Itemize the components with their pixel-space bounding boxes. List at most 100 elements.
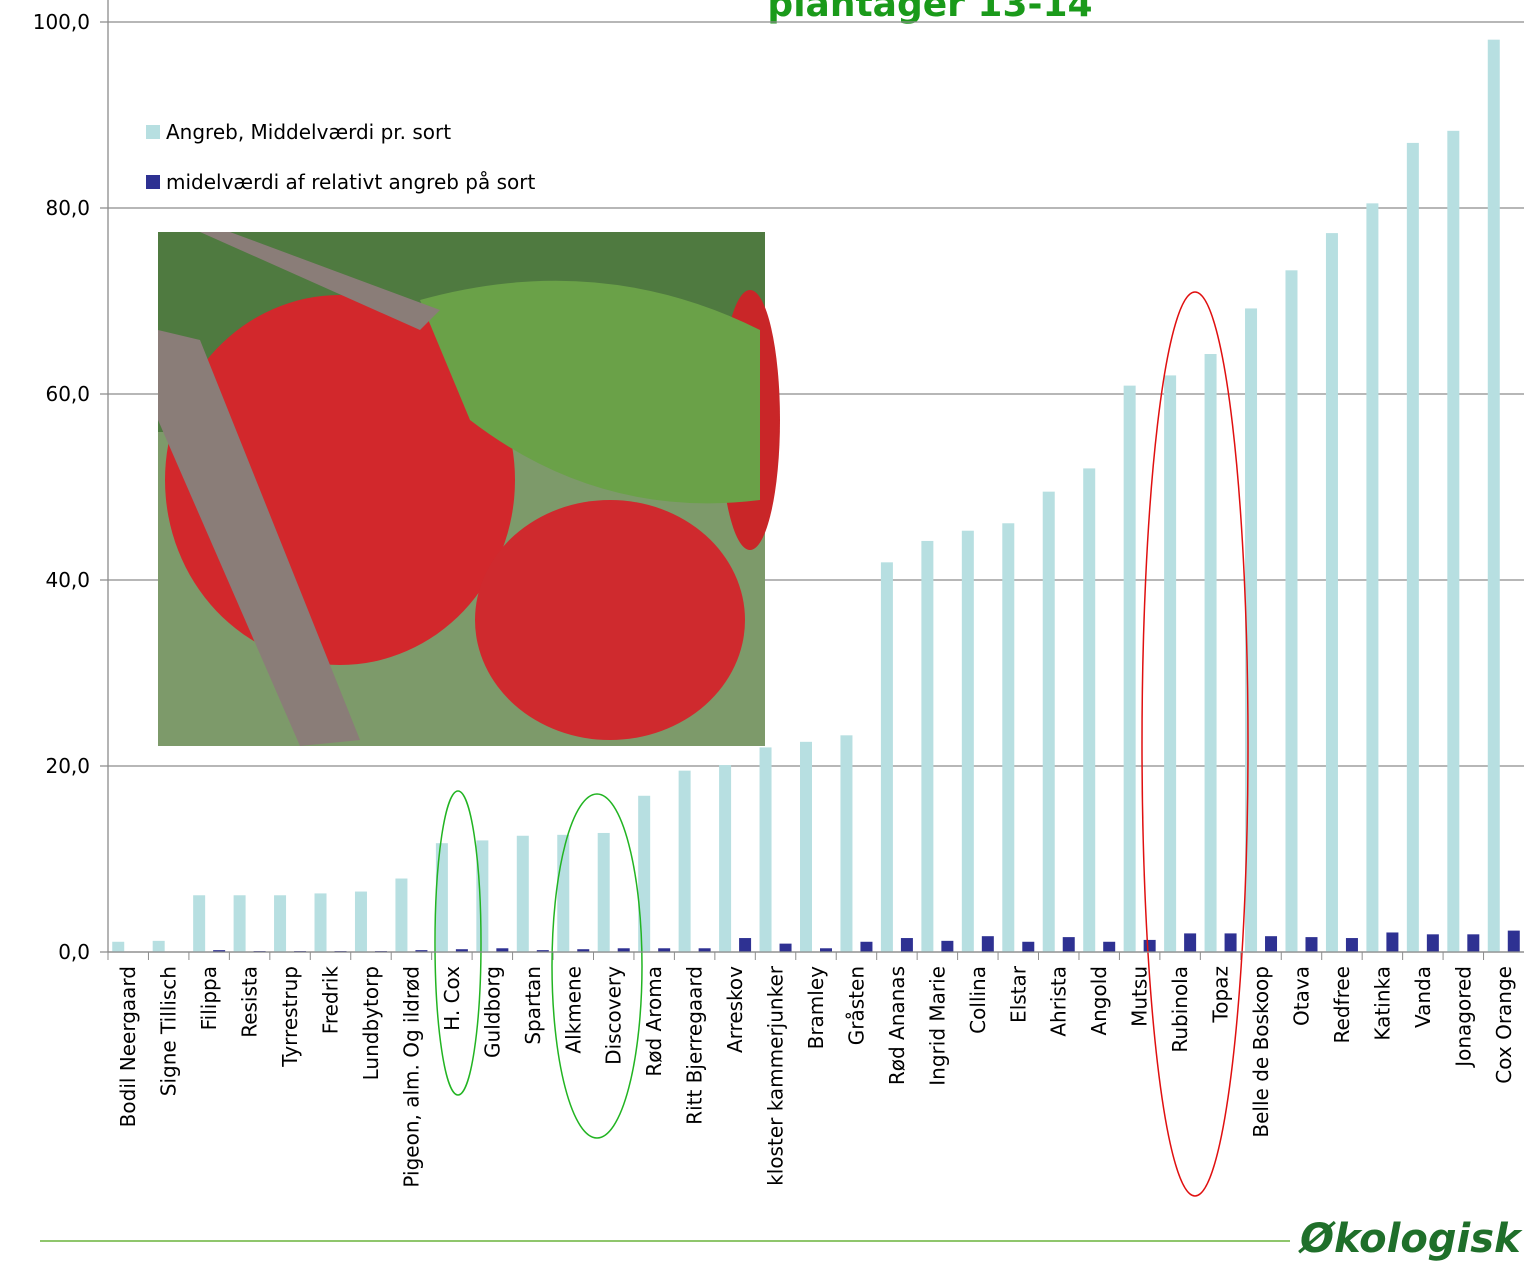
bar [981, 936, 994, 952]
x-tick-label: Discovery [602, 966, 626, 1065]
bar [1062, 937, 1075, 952]
bar [698, 948, 711, 952]
x-tick-label: Rød Aroma [642, 966, 666, 1077]
x-tick-label: Jonagored [1451, 966, 1475, 1069]
bar [274, 895, 287, 952]
bar [112, 941, 125, 952]
x-tick-label: Belle de Boskoop [1249, 966, 1273, 1138]
chart-title: plantager 13-14 [767, 0, 1092, 25]
bar [1204, 354, 1217, 952]
bar [1325, 233, 1338, 953]
bar [1184, 933, 1197, 952]
bar [1002, 523, 1015, 952]
logo: Økologisk r [1298, 1216, 1524, 1262]
x-tick-label: kloster kammerjunker [764, 965, 788, 1186]
x-tick-label: Cox Orange [1492, 966, 1516, 1084]
bar [1285, 270, 1298, 952]
bar [536, 950, 549, 952]
legend-swatch [146, 125, 160, 139]
x-tick-label: Lundbytorp [359, 966, 383, 1080]
x-tick-label: Katinka [1370, 966, 1394, 1041]
x-tick-label: Ahrista [1047, 966, 1071, 1037]
y-tick-label: 0,0 [58, 940, 90, 964]
bar [516, 835, 529, 952]
y-tick-label: 60,0 [45, 382, 90, 406]
bar [900, 938, 913, 952]
bar [496, 948, 509, 952]
x-tick-label: Fredrik [319, 966, 343, 1035]
bar [840, 735, 853, 952]
annotation-ellipse [1141, 291, 1249, 1197]
x-tick-label: Collina [966, 966, 990, 1034]
bar [1426, 934, 1439, 952]
bar [152, 940, 165, 952]
bar [455, 949, 468, 952]
bar [193, 895, 206, 952]
annotation-ellipse [551, 793, 643, 1139]
bar [1143, 939, 1156, 952]
x-tick-label: Rubinola [1168, 966, 1192, 1053]
bar [597, 832, 610, 952]
x-tick-label: Signe Tillisch [157, 966, 181, 1096]
annotation-ellipse [434, 790, 482, 1096]
legend-label: Angreb, Middelværdi pr. sort [166, 120, 451, 144]
x-tick-label: Alkmene [561, 966, 585, 1054]
x-tick-label: Vanda [1411, 966, 1435, 1028]
x-tick-label: Ritt Bjerregaard [683, 966, 707, 1125]
x-tick-label: Arreskov [723, 966, 747, 1053]
bar [1224, 933, 1237, 952]
bar [577, 949, 590, 952]
bar [921, 540, 934, 952]
bar [739, 938, 752, 952]
legend-swatch [146, 175, 160, 189]
x-tick-label: Ingrid Marie [925, 966, 949, 1086]
bar [820, 948, 832, 952]
bar [1487, 39, 1500, 953]
bar [415, 950, 428, 952]
bar [1123, 385, 1136, 952]
legend-label: midelværdi af relativt angreb på sort [166, 170, 535, 194]
bar [1366, 203, 1379, 953]
y-tick-label: 40,0 [45, 568, 90, 592]
bar [1386, 932, 1399, 952]
bar [354, 891, 367, 952]
bar [1083, 468, 1096, 952]
bar [860, 941, 873, 952]
bar [1467, 934, 1480, 952]
photo [158, 232, 780, 746]
bar [617, 948, 630, 952]
bar [1305, 937, 1318, 952]
bar [759, 747, 772, 952]
bar [1345, 938, 1358, 952]
bar [1406, 142, 1419, 952]
bar [1042, 491, 1055, 952]
bar [435, 843, 448, 952]
x-tick-label: Mutsu [1128, 966, 1152, 1027]
x-tick-label: Angold [1087, 966, 1111, 1036]
x-tick-label: Pigeon, alm. Og ildrød [399, 966, 423, 1188]
bar [779, 943, 792, 952]
x-tick-label: Bramley [804, 966, 828, 1050]
bar [314, 893, 327, 952]
bar [880, 562, 893, 952]
x-tick-label: Otava [1289, 966, 1313, 1026]
bar [1265, 936, 1278, 952]
bar [1507, 930, 1520, 952]
bar [1164, 375, 1177, 952]
y-tick-label: 20,0 [45, 754, 90, 778]
x-tick-label: Filippa [197, 966, 221, 1030]
bar [658, 948, 671, 952]
bar [1103, 941, 1116, 952]
x-tick-label: Bodil Neergaard [116, 966, 140, 1127]
bar [395, 878, 408, 952]
x-tick-label: Resista [238, 966, 262, 1038]
x-tick-label: Guldborg [480, 966, 504, 1058]
bar [638, 795, 651, 952]
y-tick-label: 80,0 [45, 196, 90, 220]
bar [213, 950, 226, 952]
y-tick-label: 100,0 [33, 10, 90, 34]
bar [800, 741, 812, 952]
bar [233, 895, 246, 952]
bar [1447, 130, 1460, 952]
